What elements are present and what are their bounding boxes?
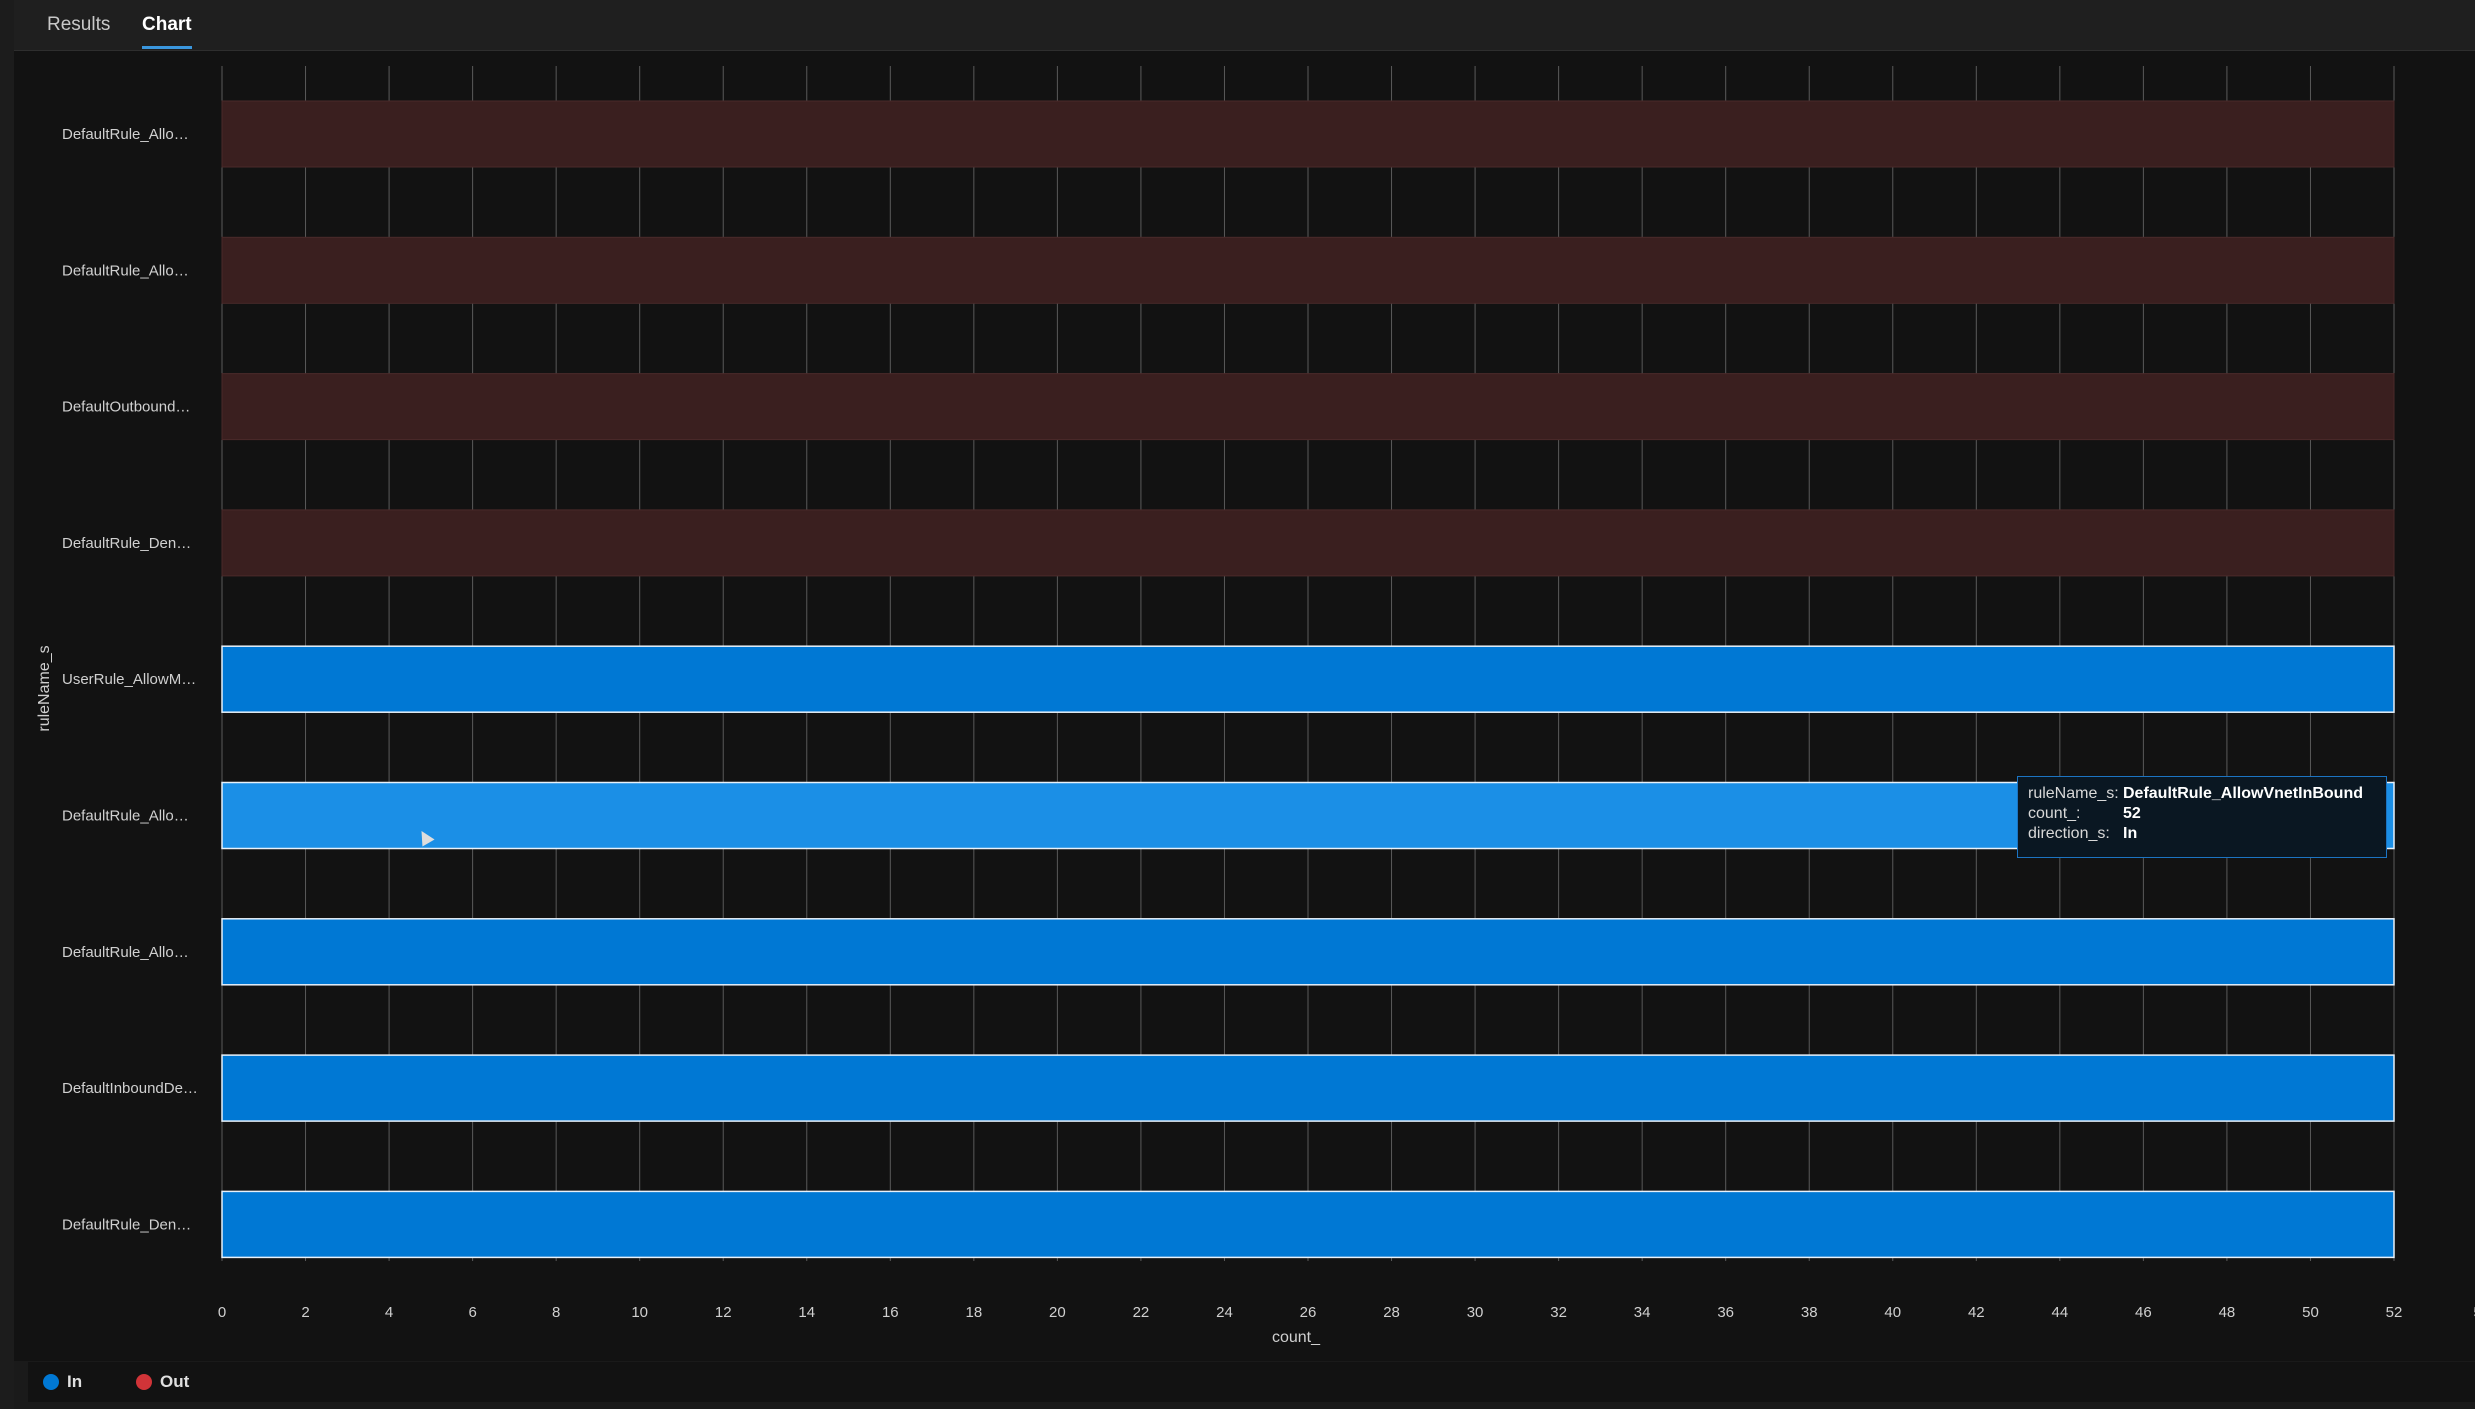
y-tick-label: DefaultRule_Allo… (62, 944, 189, 961)
x-tick-label: 26 (1300, 1304, 1317, 1321)
bar-out[interactable] (221, 236, 2395, 304)
in-series-bars (221, 645, 2395, 1259)
tooltip-row-rulename: ruleName_s: DefaultRule_AllowVnetInBound (2028, 785, 2363, 803)
x-tick-label: 30 (1467, 1304, 1484, 1321)
x-tick-label: 5 (2473, 1304, 2475, 1321)
tab-results-label: Results (47, 14, 111, 35)
x-tick-label: 16 (882, 1304, 899, 1321)
y-tick-label: DefaultRule_Allo… (62, 808, 189, 825)
tooltip-key: direction_s: (2028, 825, 2110, 842)
x-tick-label: 34 (1634, 1304, 1651, 1321)
x-tick-label: 44 (2052, 1304, 2069, 1321)
x-tick-label: 22 (1133, 1304, 1150, 1321)
x-tick-label: 2 (301, 1304, 309, 1321)
x-tick-label: 4 (385, 1304, 393, 1321)
legend-dot-icon (43, 1374, 59, 1390)
x-tick-label: 50 (2302, 1304, 2319, 1321)
legend-label-out: Out (160, 1372, 190, 1391)
x-tick-label: 38 (1801, 1304, 1818, 1321)
tooltip-value: In (2123, 825, 2138, 842)
x-tick-label: 36 (1717, 1304, 1734, 1321)
y-tick-label: DefaultRule_Den… (62, 1216, 191, 1233)
x-tick-label: 8 (552, 1304, 560, 1321)
x-tick-label: 28 (1383, 1304, 1400, 1321)
x-tick-labels: 0 2 4 6 8 10 12 14 16 18 20 22 24 26 28 30 32 34 36 38 40 42 4… (218, 1304, 2475, 1321)
bar-chart: DefaultRule_Allo… DefaultRule_Allo… Defaul… (36, 66, 2475, 1346)
tab-chart[interactable]: Chart (142, 14, 192, 49)
chart-tooltip: ruleName_s: DefaultRule_AllowVnetInBound … (2017, 776, 2387, 858)
y-tick-label: DefaultOutbound… (62, 399, 190, 416)
bar-in[interactable] (221, 1190, 2395, 1259)
y-tick-labels: DefaultRule_Allo… DefaultRule_Allo… Defaul… (62, 126, 198, 1233)
x-tick-label: 40 (1884, 1304, 1901, 1321)
legend-label-in: In (67, 1372, 83, 1391)
tab-results[interactable]: Results (47, 14, 110, 46)
active-tab-indicator (142, 46, 192, 49)
x-tick-label: 0 (218, 1304, 226, 1321)
x-tick-label: 52 (2386, 1304, 2403, 1321)
tab-chart-label: Chart (142, 14, 192, 35)
y-tick-label: DefaultRule_Allo… (62, 262, 189, 279)
y-tick-label: DefaultInboundDe… (62, 1080, 198, 1097)
chart-area: DefaultRule_Allo… DefaultRule_Allo… Defaul… (14, 51, 2475, 1361)
left-edge-strip (0, 0, 14, 1409)
y-tick-label: DefaultRule_Den… (62, 535, 191, 552)
bar-out[interactable] (221, 373, 2395, 441)
chart-legend: In Out (28, 1362, 2475, 1402)
x-tick-label: 14 (798, 1304, 815, 1321)
x-tick-label: 46 (2135, 1304, 2152, 1321)
bar-out[interactable] (221, 509, 2395, 577)
x-tick-label: 18 (966, 1304, 983, 1321)
tooltip-value: DefaultRule_AllowVnetInBound (2123, 785, 2363, 802)
y-axis-label: ruleName_s (36, 645, 53, 731)
tooltip-key: count_: (2028, 805, 2081, 822)
x-tick-label: 48 (2219, 1304, 2236, 1321)
bar-in[interactable] (221, 645, 2395, 713)
x-tick-label: 20 (1049, 1304, 1066, 1321)
x-tick-label: 12 (715, 1304, 732, 1321)
bar-in[interactable] (221, 1054, 2395, 1122)
x-tick-label: 42 (1968, 1304, 1985, 1321)
y-tick-label: UserRule_AllowM… (62, 671, 196, 688)
tooltip-value: 52 (2123, 805, 2141, 822)
y-tick-label: DefaultRule_Allo… (62, 126, 189, 143)
tooltip-row-direction: direction_s: In (2028, 825, 2137, 843)
bar-in[interactable] (221, 918, 2395, 986)
x-tick-label: 24 (1216, 1304, 1233, 1321)
x-axis-label: count_ (1272, 1329, 1321, 1346)
x-tick-label: 32 (1550, 1304, 1567, 1321)
tooltip-row-count: count_: 52 (2028, 805, 2141, 823)
legend-dot-icon (136, 1374, 152, 1390)
bar-out[interactable] (221, 100, 2395, 168)
x-tick-label: 6 (468, 1304, 476, 1321)
tab-bar: Results Chart (14, 0, 2475, 51)
tooltip-key: ruleName_s: (2028, 785, 2119, 802)
out-series-bars (221, 100, 2395, 577)
x-tick-label: 10 (631, 1304, 648, 1321)
